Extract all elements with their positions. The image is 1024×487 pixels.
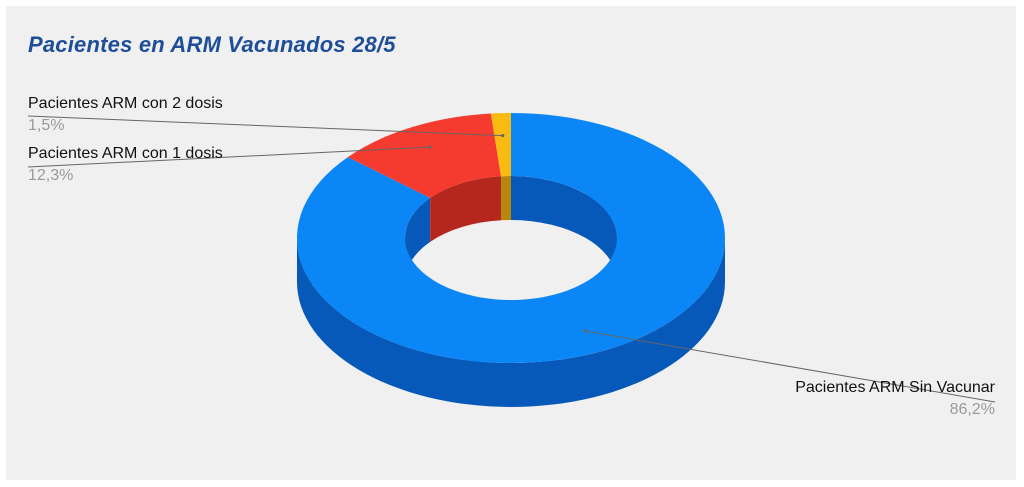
slice-value-2: 1,5% [28, 117, 64, 134]
leader-dot-1 [428, 145, 432, 149]
inner-wall-slice-1 [430, 176, 502, 242]
donut-tops [297, 112, 726, 363]
slice-value-1: 12,3% [28, 167, 73, 184]
slice-top-1 [347, 113, 502, 198]
inner-wall-slice-2 [501, 176, 511, 221]
slice-value-0: 86,2% [950, 401, 995, 418]
inner-wall-slice-0 [405, 197, 431, 282]
leader-dot-0 [583, 329, 587, 333]
slice-labels: Pacientes ARM Sin Vacunar 86,2% Pacientes … [27, 95, 996, 418]
leader-dot-2 [501, 134, 505, 138]
slice-top-2 [490, 112, 511, 177]
slice-label-1: Pacientes ARM con 1 dosis [28, 145, 223, 162]
slice-label-0: Pacientes ARM Sin Vacunar [795, 379, 995, 396]
slice-label-2: Pacientes ARM con 2 dosis [28, 95, 223, 112]
slice-top-0 [297, 113, 726, 363]
leader-line-0 [584, 330, 996, 403]
donut-sides [297, 176, 725, 407]
outer-wall-slice-0 [297, 238, 725, 407]
inner-wall-slice-0 [511, 176, 617, 282]
leader-line-2 [27, 115, 503, 137]
leader-line-1 [27, 146, 430, 168]
chart-title: Pacientes en ARM Vacunados 28/5 [28, 32, 396, 57]
